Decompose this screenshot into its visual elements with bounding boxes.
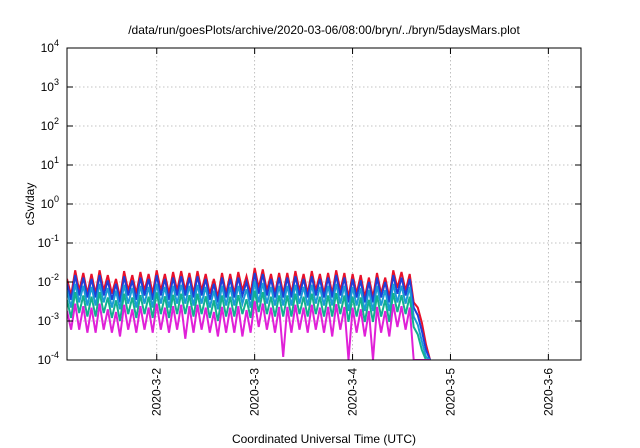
y-axis: 10-4 10-3 10-2 10-1 100 101 102 103 104 xyxy=(38,38,581,367)
grid xyxy=(67,48,581,360)
y-tick-label: 102 xyxy=(41,116,59,133)
x-tick-label: 2020-3-4 xyxy=(346,368,360,416)
series-line-3 xyxy=(67,281,431,360)
y-tick-label: 100 xyxy=(41,194,59,211)
y-axis-label: cSv/day xyxy=(23,183,37,226)
x-tick-label: 2020-3-6 xyxy=(541,368,555,416)
x-axis-label: Coordinated Universal Time (UTC) xyxy=(232,432,416,446)
x-tick-label: 2020-3-3 xyxy=(248,368,262,416)
y-tick-label: 10-2 xyxy=(38,272,59,289)
y-tick-label: 104 xyxy=(41,38,59,55)
y-tick-label: 10-4 xyxy=(38,350,59,367)
x-tick-label: 2020-3-2 xyxy=(150,368,164,416)
series-line-2 xyxy=(67,272,432,360)
series-layer xyxy=(67,267,432,360)
series-line-4 xyxy=(67,290,431,360)
x-axis: 2020-3-2 2020-3-3 2020-3-4 2020-3-5 2020-3-6 xyxy=(150,48,555,416)
series-line-5 xyxy=(67,301,431,360)
y-tick-label: 10-1 xyxy=(38,233,59,250)
y-tick-label: 103 xyxy=(41,77,59,94)
series-line-1 xyxy=(67,267,432,360)
y-tick-label: 10-3 xyxy=(38,311,59,328)
y-tick-label: 101 xyxy=(41,155,59,172)
x-tick-label: 2020-3-5 xyxy=(443,368,457,416)
chart-title: /data/run/goesPlots/archive/2020-03-06/0… xyxy=(128,23,520,37)
